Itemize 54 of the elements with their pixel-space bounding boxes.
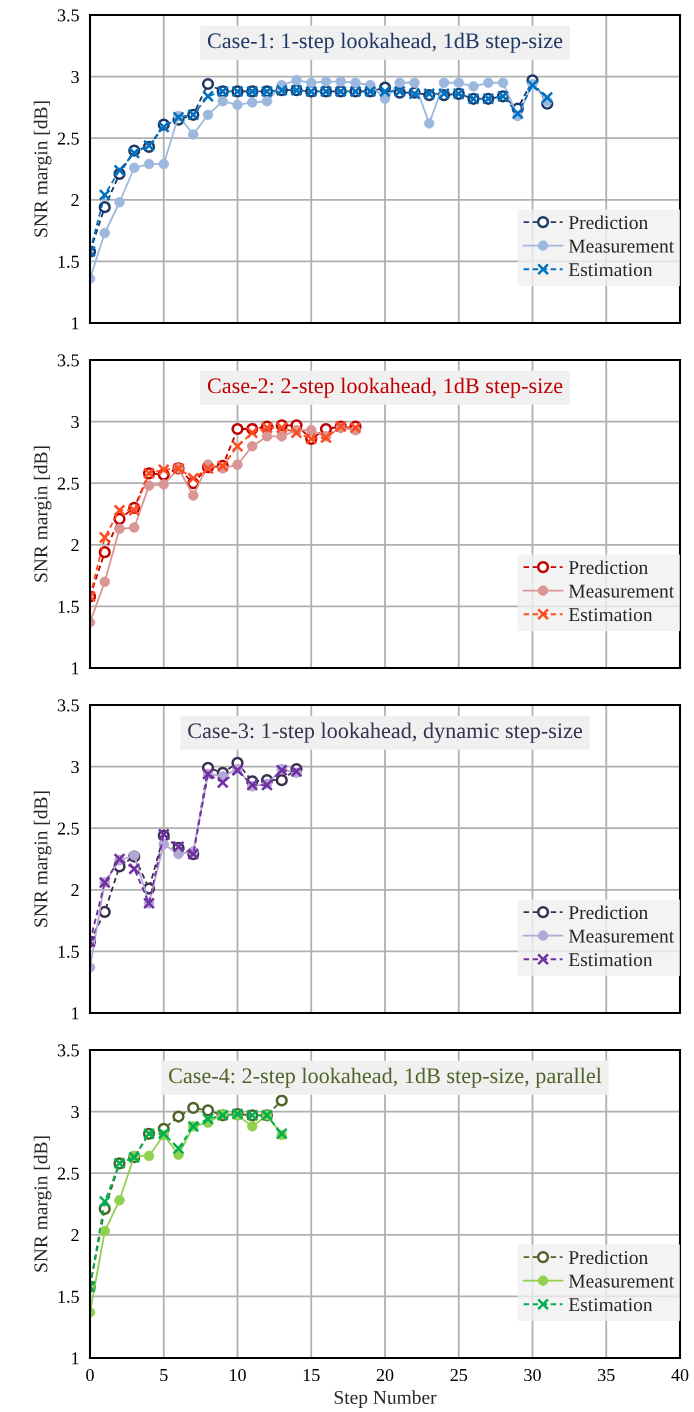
x-tick-label: 30 — [524, 1368, 541, 1382]
x-tick-label: 0 — [86, 1368, 94, 1382]
legend-label: Estimation — [568, 263, 653, 277]
legend-label: Measurement — [568, 239, 675, 253]
y-tick-label: 1 — [72, 1352, 79, 1365]
legend-label: Prediction — [568, 905, 648, 920]
y-tick-label: 1 — [72, 317, 79, 330]
legend-label: Measurement — [568, 584, 675, 598]
legend-label: Prediction — [568, 1250, 648, 1265]
legend-label: Measurement — [568, 929, 675, 943]
legend-label: Estimation — [568, 1298, 653, 1312]
y-tick-label: 3.5 — [57, 699, 79, 712]
legend-label: Estimation — [568, 608, 653, 622]
y-tick-label: 2.5 — [57, 822, 79, 835]
y-tick-label: 2 — [71, 884, 79, 897]
legend-label: Prediction — [568, 560, 648, 575]
x-tick-label: 35 — [598, 1368, 615, 1382]
x-tick-label: 5 — [160, 1369, 168, 1382]
y-tick-label: 3 — [71, 415, 79, 429]
x-axis-title: Step Number — [334, 1390, 437, 1408]
legend-label: Prediction — [568, 215, 648, 230]
x-tick-label: 10 — [230, 1368, 246, 1382]
y-axis-title: SNR margin [dB] — [33, 446, 52, 582]
y-tick-label: 2 — [71, 194, 79, 207]
y-tick-label: 3.5 — [57, 9, 79, 22]
y-tick-label: 2.5 — [57, 1167, 79, 1180]
y-tick-label: 1.5 — [58, 600, 79, 613]
legend-label: Measurement — [568, 1274, 675, 1288]
text: Case-4: 2-step lookahead, 1dB step-size, parallel — [169, 1067, 602, 1088]
y-axis-title: SNR margin [dB] — [33, 101, 52, 237]
y-tick-label: 1 — [72, 1007, 79, 1020]
text: Case-2: 2-step lookahead, 1dB step-size — [207, 377, 563, 398]
x-tick-label: 40 — [671, 1368, 689, 1382]
text: Case-3: 1-step lookahead, dynamic step-size — [188, 722, 582, 743]
y-tick-label: 3 — [71, 70, 79, 84]
y-tick-label: 2.5 — [57, 132, 79, 145]
y-tick-label: 3.5 — [57, 1044, 79, 1057]
y-tick-label: 1 — [72, 662, 79, 675]
x-tick-label: 20 — [376, 1368, 394, 1382]
y-tick-label: 2 — [71, 1229, 79, 1242]
y-tick-label: 1.5 — [58, 255, 79, 268]
x-tick-label: 15 — [303, 1369, 320, 1382]
y-tick-label: 2 — [71, 539, 79, 552]
y-tick-label: 1.5 — [58, 945, 79, 958]
y-tick-label: 3.5 — [57, 354, 79, 367]
x-tick-label: 25 — [450, 1368, 468, 1382]
y-axis-title: SNR margin [dB] — [33, 1136, 52, 1272]
y-tick-label: 3 — [71, 760, 79, 774]
legend-label: Estimation — [568, 953, 653, 967]
y-tick-label: 3 — [71, 1105, 79, 1119]
y-tick-label: 1.5 — [58, 1290, 79, 1303]
y-axis-title: SNR margin [dB] — [33, 791, 52, 927]
y-tick-label: 2.5 — [57, 477, 79, 490]
text: Case-1: 1-step lookahead, 1dB step-size — [207, 32, 563, 53]
